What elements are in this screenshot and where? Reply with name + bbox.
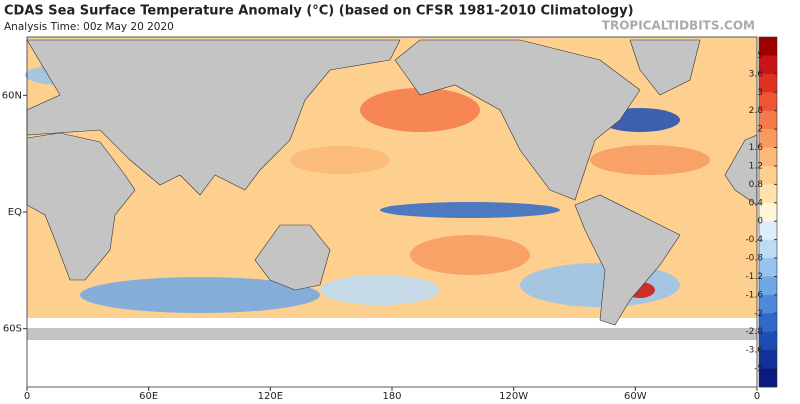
x-tick-label: 0	[754, 391, 760, 400]
colorbar-swatch	[759, 368, 777, 388]
greenland	[629, 39, 701, 96]
colorbar-label: -2	[754, 309, 763, 319]
colorbar-swatch	[759, 331, 777, 351]
colorbar-swatch	[759, 129, 777, 148]
north-america	[394, 39, 641, 201]
x-tick-label: 60W	[624, 391, 647, 400]
colorbar-label: -0.8	[745, 254, 763, 264]
x-tick-label: 0	[24, 391, 30, 400]
colorbar-label: 3.6	[749, 69, 764, 79]
y-tick-label: 60N	[2, 90, 22, 101]
colorbar-label: 0	[757, 217, 763, 227]
anomaly-field	[25, 65, 710, 313]
x-tick-label: 120W	[499, 391, 528, 400]
colorbar-label: -2.8	[745, 327, 763, 337]
colorbar: 5 3.6 3 2.8 2 1.6 1.2 0.8 0.4 0 -0.4 -0.8 -1.2 -1.6 -2…	[745, 36, 778, 388]
x-tick-label: 180	[382, 391, 401, 400]
colorbar-label: 5	[757, 51, 763, 61]
colorbar-swatch	[759, 110, 777, 130]
x-tick-label: 60E	[139, 391, 158, 400]
colorbar-swatch	[759, 37, 777, 56]
antarctica	[27, 340, 757, 387]
y-tick-label: 60S	[3, 324, 22, 335]
colorbar-swatch	[759, 165, 777, 185]
colorbar-swatch	[759, 239, 777, 259]
colorbar-frame	[758, 36, 778, 388]
y-tick-label: EQ	[8, 207, 22, 218]
subtitle: Analysis Time: 00z May 20 2020	[4, 21, 174, 33]
map	[25, 36, 758, 388]
colorbar-swatch	[759, 276, 777, 296]
south-america	[574, 194, 681, 326]
colorbar-swatch	[759, 73, 777, 93]
colorbar-swatch	[759, 55, 777, 75]
sea-ice-edge	[27, 328, 757, 340]
colorbar-label: -3.6	[745, 346, 763, 356]
watermark: TROPICALTIDBITS.COM	[602, 19, 755, 33]
africa	[26, 132, 136, 281]
x-tick-label: 120E	[258, 391, 283, 400]
colorbar-swatch	[759, 147, 777, 167]
colorbar-label: -5	[754, 364, 763, 374]
colorbar-label: 3	[757, 88, 763, 98]
colorbar-label: -0.4	[745, 235, 763, 245]
colorbar-label: 1.6	[749, 143, 764, 153]
west-africa	[724, 134, 758, 206]
title: CDAS Sea Surface Temperature Anomaly (°C…	[4, 4, 634, 19]
colorbar-swatch	[759, 313, 777, 333]
colorbar-label: 0.4	[749, 198, 764, 208]
colorbar-swatch	[759, 92, 777, 111]
colorbar-label: 2.8	[749, 106, 764, 116]
colorbar-label: 1.2	[749, 161, 763, 171]
colorbar-swatch	[759, 258, 777, 277]
colorbar-label: -1.6	[745, 290, 763, 300]
colorbar-label: 2	[757, 125, 763, 135]
australia	[254, 224, 331, 291]
colorbar-swatch	[759, 221, 777, 240]
colorbar-swatch	[759, 294, 777, 314]
colorbar-swatch	[759, 202, 777, 222]
colorbar-swatch	[759, 350, 777, 369]
colorbar-label: -1.2	[745, 272, 763, 282]
colorbar-swatch	[759, 184, 777, 204]
colorbar-label: 0.8	[749, 180, 764, 190]
